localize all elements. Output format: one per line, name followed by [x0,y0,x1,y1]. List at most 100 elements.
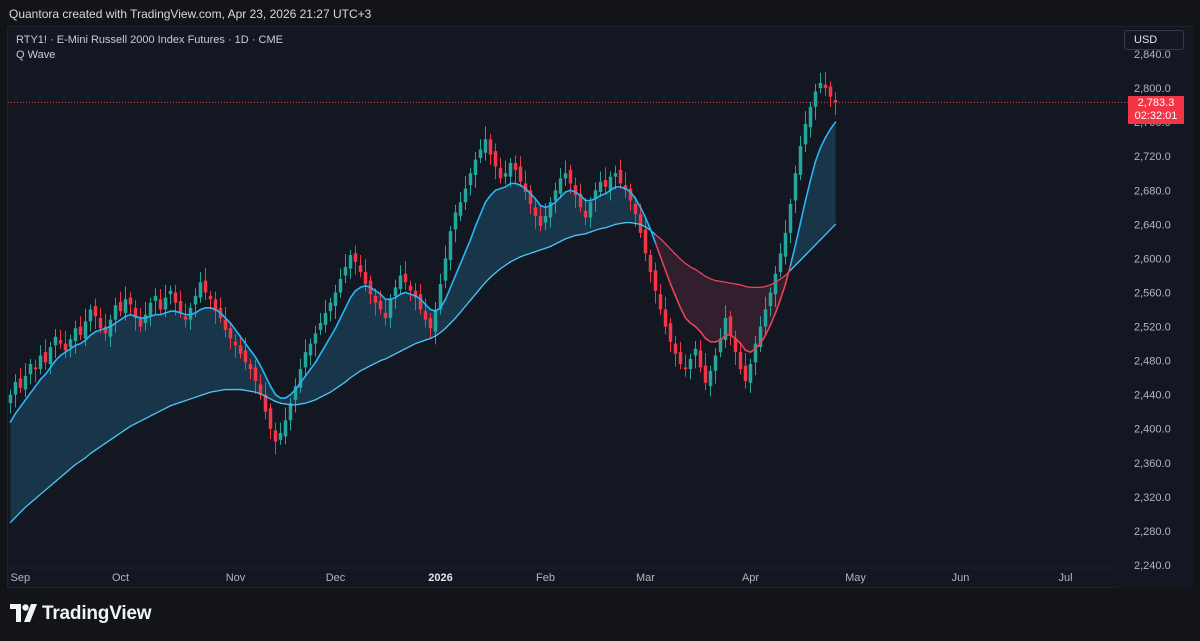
slow-wave-line [734,283,742,286]
wave-fill-segment [800,200,806,261]
fast-wave-line [149,313,157,318]
fast-wave-line [774,298,782,314]
candle-body [313,333,318,344]
fast-wave-line [429,308,437,313]
fast-wave-line [594,194,602,200]
fast-wave-line [294,381,302,391]
fast-wave-line [379,293,387,301]
slow-wave-line [709,278,717,282]
fast-wave-line [304,368,312,377]
wave-fill-segment [735,283,741,344]
fast-wave-line [444,286,452,301]
chart-pane[interactable]: 2,840.02,800.02,760.02,720.02,680.02,640… [7,26,1194,589]
candle-body [458,202,463,216]
slow-wave-line [429,335,437,340]
candle-body [303,352,308,368]
wave-fill-segment [685,263,691,324]
wave-fill-segment [250,350,256,393]
fast-wave-line [574,191,582,197]
fast-wave-line [484,194,492,204]
candle-body [88,309,93,322]
slow-wave-line [594,227,602,231]
fast-wave-line [259,364,267,377]
candle-body [33,367,38,370]
candle-body [333,292,338,307]
candle-body [828,86,833,97]
candle-body [693,348,698,356]
candle-body [173,292,178,303]
wave-fill-segment [335,318,341,389]
fast-wave-line [354,286,362,292]
candle-body [813,91,818,107]
fast-wave-line [764,324,772,336]
fast-wave-line [694,325,702,333]
candle-body [708,370,713,387]
y-tick-label: 2,480.0 [1134,356,1171,368]
slow-wave-line [469,293,477,301]
fast-wave-line [334,317,342,330]
wave-fill-segment [595,195,601,231]
slow-wave-line [524,252,532,256]
x-tick-label: Dec [326,572,346,584]
wave-fill-segment [190,312,196,399]
slow-wave-line [504,261,512,266]
candle-body [443,258,448,281]
tradingview-wordmark[interactable]: TradingView [42,603,152,624]
candle-body [783,232,788,257]
fast-wave-line [194,308,202,314]
slow-wave-line [189,396,197,400]
fast-wave-line [609,186,617,192]
slow-wave-line [804,249,812,256]
fast-wave-line [639,206,647,219]
fast-wave-line [134,315,142,319]
slow-wave-line [799,254,807,261]
candle-body [723,318,728,341]
wave-fill-segment [325,336,331,395]
currency-button[interactable]: USD [1124,30,1184,50]
slow-wave-line [179,399,187,403]
fast-wave-line [104,325,112,330]
y-tick-label: 2,320.0 [1134,492,1171,504]
wave-fill-segment [665,243,671,284]
fast-wave-line [649,228,657,244]
fast-wave-line [419,298,427,306]
fast-wave-line [299,375,307,384]
slow-wave-line [144,415,152,420]
fast-wave-line [414,295,422,301]
slow-wave-line [24,502,32,508]
wave-fill-segment [830,122,836,230]
fast-wave-line [394,293,402,299]
candle-body [468,173,473,186]
tradingview-logo-icon[interactable] [10,604,38,622]
candle-body [663,309,668,327]
candle-body [73,328,78,342]
fast-wave-line [559,191,567,198]
indicator-title[interactable]: Q Wave [16,49,56,61]
footer [0,588,1200,641]
candle-body [633,203,638,215]
slow-wave-line [304,400,312,404]
symbol-title[interactable]: RTY1! · E-Mini Russell 2000 Index Future… [16,34,283,46]
wave-fill-segment [280,398,286,405]
candle-body [383,312,388,319]
price-chart[interactable]: 2,840.02,800.02,760.02,720.02,680.02,640… [8,27,1194,589]
candle-body [578,193,583,208]
candle-body [388,299,393,319]
slow-wave-line [674,253,682,260]
slow-wave-line [314,396,322,401]
x-tick-label: 2026 [428,572,452,584]
fast-wave-line [14,405,22,415]
fast-wave-line [264,375,272,387]
candle-body [803,123,808,145]
wave-fill-segment [135,316,141,424]
fast-wave-line [564,189,572,193]
candle-body [263,394,268,412]
slow-wave-line [699,272,707,277]
wave-fill-segment [110,323,116,440]
slow-wave-line [419,339,427,343]
slow-wave-line [689,266,697,271]
wave-fill-segment [605,190,611,228]
fast-wave-line [39,373,47,381]
slow-wave-line [139,417,147,422]
wave-fill-segment [420,299,426,342]
